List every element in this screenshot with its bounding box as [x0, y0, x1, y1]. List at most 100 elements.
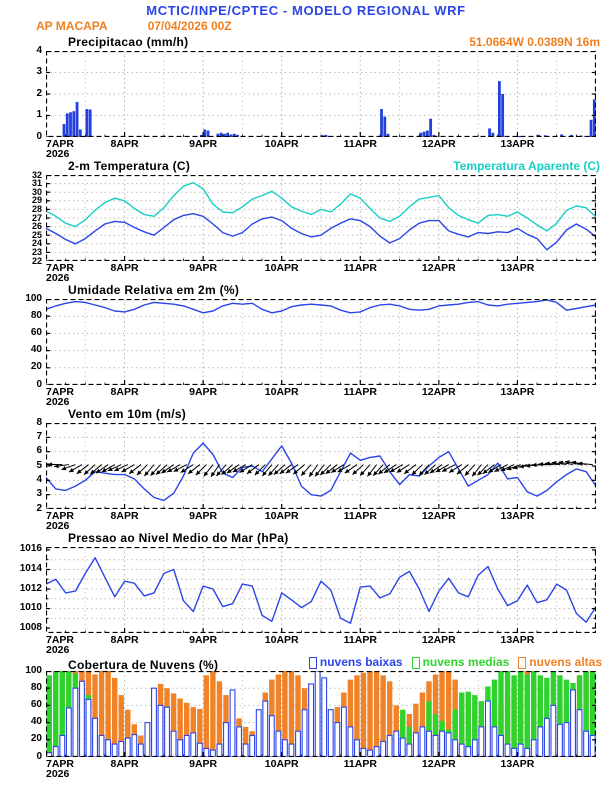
- y-tick-label: 1: [36, 109, 42, 120]
- pressure-title: Pressao ao Nivel Medio do Mar (hPa): [68, 531, 289, 545]
- x-year-label: 2026: [46, 272, 70, 284]
- x-day-label: 10APR: [264, 758, 299, 770]
- y-tick-label: 24: [31, 238, 42, 249]
- x-day-label: 10APR: [264, 634, 299, 646]
- y-tick-label: 2: [36, 502, 42, 514]
- y-tick-label: 80: [30, 681, 42, 693]
- x-day-label: 7APR: [46, 262, 75, 274]
- precipitation-y-axis: 0 1 2 3 4: [0, 45, 46, 141]
- pressure-title-row: Pressao ao Nivel Medio do Mar (hPa): [46, 531, 602, 547]
- y-tick-label: 23: [31, 246, 42, 257]
- y-tick-label: 20: [30, 733, 42, 745]
- y-tick-label: 7: [36, 430, 42, 442]
- x-day-label: 11APR: [343, 386, 377, 398]
- nuvens-medias-label: nuvens medias: [422, 655, 510, 669]
- panel-temperature: 2-m Temperatura (C) Temperatura Aparente…: [0, 159, 612, 284]
- y-tick-label: 0: [36, 130, 42, 142]
- x-day-label: 10APR: [264, 138, 299, 150]
- humidity-title-row: Umidade Relativa em 2m (%): [46, 283, 602, 299]
- temperature-plot-row: 22 23 24 25 26 27 28 29 30 31 32: [0, 170, 612, 265]
- temperature-title-row: 2-m Temperatura (C) Temperatura Aparente…: [46, 159, 602, 175]
- pressure-y-axis: 1008 1010 1012 1014 1016: [0, 543, 46, 633]
- cloud-cover-plot: [46, 671, 596, 757]
- x-day-label: 7APR: [46, 386, 75, 398]
- wind-plot-row: 2 3 4 5 6 7 8: [0, 417, 612, 513]
- pressure-plot: [46, 547, 596, 633]
- page-title: MCTIC/INPE/CPTEC - MODELO REGIONAL WRF: [146, 3, 466, 18]
- wind-x-axis: 7APR 8APR 9APR 10APR 11APR 12APR 13APR 2026: [46, 509, 602, 532]
- x-day-label: 11APR: [343, 510, 377, 522]
- cloud-cover-x-axis: 7APR 8APR 9APR 10APR 11APR 12APR 13APR 2026: [46, 757, 602, 780]
- y-tick-label: 0: [36, 750, 42, 762]
- cloud-cover-plot-row: 0 20 40 60 80 100: [0, 665, 612, 761]
- legend-nuvens-baixas: nuvens baixas: [308, 655, 403, 670]
- legend-nuvens-altas: nuvens altas: [518, 655, 602, 670]
- x-day-label: 10APR: [264, 386, 299, 398]
- y-tick-label: 40: [30, 716, 42, 728]
- station-coordinates: 51.0664W 0.0389N 16m: [469, 35, 600, 49]
- cloud-cover-y-axis: 0 20 40 60 80 100: [0, 665, 46, 761]
- humidity-title: Umidade Relativa em 2m (%): [68, 283, 240, 297]
- nuvens-baixas-label: nuvens baixas: [319, 655, 403, 669]
- y-tick-label: 26: [31, 221, 42, 232]
- panel-wind: Vento em 10m (m/s) 2 3 4 5 6 7 8 7APR 8APR 9APR 1…: [0, 407, 612, 532]
- y-tick-label: 0: [36, 378, 42, 390]
- x-day-label: 9APR: [189, 262, 218, 274]
- x-day-label: 12APR: [421, 634, 456, 646]
- x-day-label: 11APR: [343, 634, 377, 646]
- x-day-label: 11APR: [343, 138, 377, 150]
- temperature-plot: [46, 175, 596, 261]
- precipitation-plot: [46, 51, 596, 137]
- temperature-title: 2-m Temperatura (C): [68, 159, 191, 173]
- x-day-label: 9APR: [189, 386, 218, 398]
- wind-y-axis: 2 3 4 5 6 7 8: [0, 417, 46, 513]
- run-info-row: AP MACAPA 07/04/2026 00Z: [36, 19, 612, 34]
- x-day-label: 8APR: [110, 386, 139, 398]
- x-day-label: 7APR: [46, 510, 75, 522]
- precipitation-title-row: Precipitacao (mm/h) 51.0664W 0.0389N 16m: [46, 35, 602, 51]
- precipitation-x-axis: 7APR 8APR 9APR 10APR 11APR 12APR 13APR 2026: [46, 137, 602, 160]
- x-year-label: 2026: [46, 520, 70, 532]
- x-day-label: 11APR: [343, 758, 377, 770]
- precipitation-plot-row: 0 1 2 3 4: [0, 45, 612, 141]
- wind-title: Vento em 10m (m/s): [68, 407, 187, 421]
- y-tick-label: 60: [30, 326, 42, 338]
- nuvens-baixas-swatch-icon: [308, 656, 317, 669]
- x-day-label: 8APR: [110, 138, 139, 150]
- wind-title-row: Vento em 10m (m/s): [46, 407, 602, 423]
- nuvens-altas-swatch-icon: [518, 656, 527, 669]
- apparent-temperature-label: Temperatura Aparente (C): [453, 159, 600, 173]
- y-tick-label: 5: [36, 459, 42, 471]
- cloud-cover-title: Cobertura de Nuvens (%): [68, 657, 219, 672]
- x-day-label: 13APR: [500, 138, 535, 150]
- y-tick-label: 2: [36, 87, 42, 99]
- y-tick-label: 29: [31, 195, 42, 206]
- y-tick-label: 1016: [19, 543, 42, 555]
- wind-plot: [46, 423, 596, 509]
- x-day-label: 9APR: [189, 634, 218, 646]
- x-year-label: 2026: [46, 644, 70, 656]
- y-tick-label: 100: [25, 292, 42, 304]
- x-day-label: 13APR: [500, 758, 535, 770]
- y-tick-label: 31: [31, 178, 42, 189]
- y-tick-label: 100: [25, 664, 42, 676]
- panel-humidity: Umidade Relativa em 2m (%) 0 20 40 60 80 100 …: [0, 283, 612, 408]
- x-day-label: 8APR: [110, 634, 139, 646]
- humidity-y-axis: 0 20 40 60 80 100: [0, 293, 46, 389]
- x-day-label: 12APR: [421, 510, 456, 522]
- x-day-label: 9APR: [189, 138, 218, 150]
- x-day-label: 7APR: [46, 634, 75, 646]
- x-day-label: 13APR: [500, 262, 535, 274]
- y-tick-label: 28: [31, 203, 42, 214]
- x-day-label: 12APR: [421, 138, 456, 150]
- precipitation-title: Precipitacao (mm/h): [68, 35, 189, 49]
- y-tick-label: 1008: [19, 621, 42, 633]
- y-tick-label: 22: [31, 255, 42, 266]
- x-year-label: 2026: [46, 768, 70, 780]
- x-day-label: 10APR: [264, 262, 299, 274]
- x-day-label: 13APR: [500, 510, 535, 522]
- panel-pressure: Pressao ao Nivel Medio do Mar (hPa) 1008…: [0, 531, 612, 656]
- pressure-plot-row: 1008 1010 1012 1014 1016: [0, 543, 612, 633]
- x-year-label: 2026: [46, 148, 70, 160]
